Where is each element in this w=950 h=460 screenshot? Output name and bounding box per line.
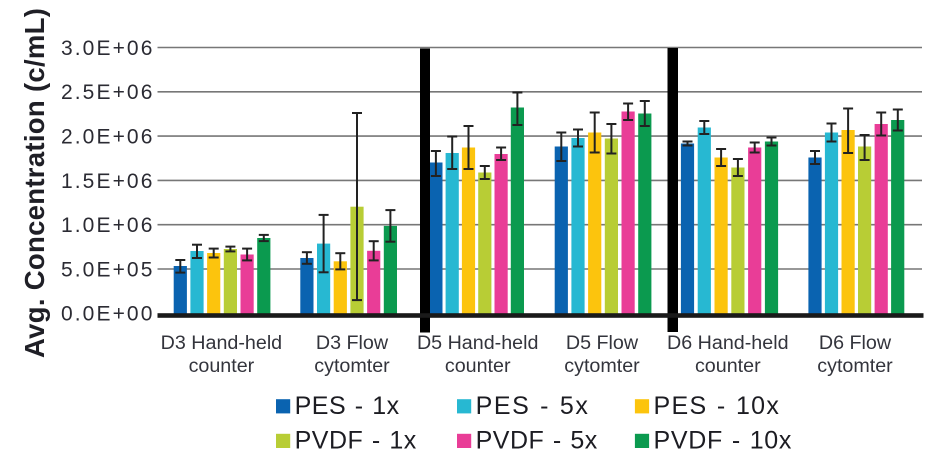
svg-text:counter: counter: [445, 355, 511, 377]
svg-text:5.0E+05: 5.0E+05: [61, 258, 155, 281]
svg-text:3.0E+06: 3.0E+06: [61, 37, 155, 60]
svg-text:1.0E+06: 1.0E+06: [61, 214, 155, 237]
svg-text:D6 Hand-held: D6 Hand-held: [667, 332, 788, 354]
svg-text:counter: counter: [189, 355, 255, 377]
svg-text:0.0E+00: 0.0E+00: [61, 303, 155, 326]
svg-text:2.5E+06: 2.5E+06: [61, 81, 155, 104]
svg-text:PES - 10x: PES - 10x: [654, 392, 781, 420]
svg-text:D5 Flow: D5 Flow: [566, 332, 639, 354]
svg-text:D3 Hand-held: D3 Hand-held: [161, 332, 282, 354]
svg-text:PVDF - 10x: PVDF - 10x: [654, 426, 793, 454]
svg-text:PES - 1x: PES - 1x: [295, 392, 400, 420]
svg-text:PES - 5x: PES - 5x: [476, 392, 590, 420]
svg-text:1.5E+06: 1.5E+06: [61, 170, 155, 193]
svg-text:cytomter: cytomter: [314, 355, 390, 377]
svg-text:D6 Flow: D6 Flow: [819, 332, 892, 354]
svg-text:2.0E+06: 2.0E+06: [61, 126, 155, 149]
svg-text:PVDF - 5x: PVDF - 5x: [476, 426, 598, 454]
svg-text:Avg. Concentration (c/mL): Avg. Concentration (c/mL): [19, 8, 50, 358]
svg-text:cytomter: cytomter: [817, 355, 893, 377]
svg-text:D5 Hand-held: D5 Hand-held: [417, 332, 538, 354]
svg-text:PVDF - 1x: PVDF - 1x: [295, 426, 417, 454]
svg-text:counter: counter: [695, 355, 761, 377]
svg-text:cytomter: cytomter: [564, 355, 640, 377]
svg-text:D3 Flow: D3 Flow: [316, 332, 389, 354]
